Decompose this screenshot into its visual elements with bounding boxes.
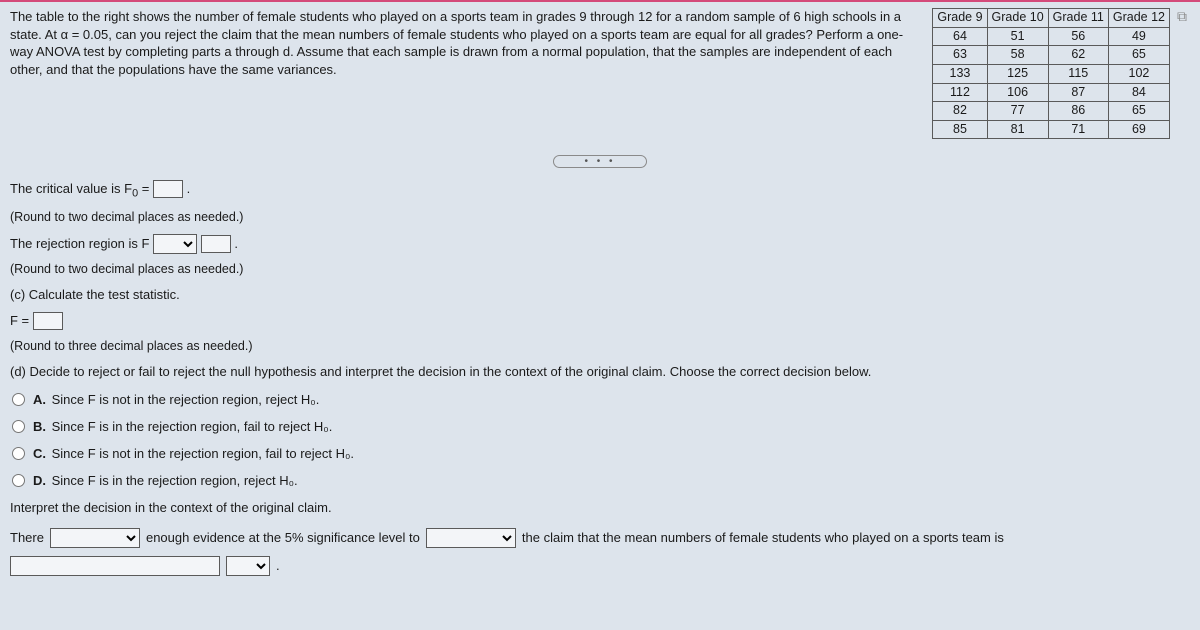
cell: 51 bbox=[987, 27, 1048, 46]
cell: 64 bbox=[933, 27, 987, 46]
text: the claim that the mean numbers of femal… bbox=[522, 527, 1004, 549]
choice-text: Since F is not in the rejection region, … bbox=[52, 446, 354, 461]
col-header: Grade 10 bbox=[987, 9, 1048, 28]
choice-label: B. Since F is in the rejection region, f… bbox=[33, 416, 332, 438]
choice-b-radio[interactable] bbox=[12, 420, 25, 433]
text: . bbox=[276, 555, 280, 577]
col-header: Grade 11 bbox=[1048, 9, 1108, 28]
choice-text: Since F is not in the rejection region, … bbox=[52, 392, 320, 407]
cell: 58 bbox=[987, 46, 1048, 65]
claim-tail-input[interactable] bbox=[10, 556, 220, 576]
cell: 71 bbox=[1048, 120, 1108, 139]
cell: 102 bbox=[1108, 64, 1169, 83]
table-row: 64515649 bbox=[933, 27, 1170, 46]
round-note: (Round to two decimal places as needed.) bbox=[10, 259, 1190, 280]
copy-icon[interactable]: ⧉ bbox=[1174, 8, 1190, 24]
text: = bbox=[138, 181, 153, 196]
cell: 85 bbox=[933, 120, 987, 139]
rejection-region-line: The rejection region is F . bbox=[10, 233, 1190, 255]
cell: 84 bbox=[1108, 83, 1169, 102]
f-stat-line: F = bbox=[10, 310, 1190, 332]
there-select[interactable] bbox=[50, 528, 140, 548]
cell: 81 bbox=[987, 120, 1048, 139]
part-d-label: (d) Decide to reject or fail to reject t… bbox=[10, 361, 1190, 383]
choice-label: C. Since F is not in the rejection regio… bbox=[33, 443, 354, 465]
cell: 112 bbox=[933, 83, 987, 102]
cell: 125 bbox=[987, 64, 1048, 83]
critical-value-line: The critical value is F0 = . bbox=[10, 178, 1190, 203]
choice-a-radio[interactable] bbox=[12, 393, 25, 406]
interpret-label: Interpret the decision in the context of… bbox=[10, 497, 1190, 519]
col-header: Grade 12 bbox=[1108, 9, 1169, 28]
text: enough evidence at the 5% significance l… bbox=[146, 527, 420, 549]
choice-c-radio[interactable] bbox=[12, 447, 25, 460]
choice-label: D. Since F is in the rejection region, r… bbox=[33, 470, 298, 492]
round-note: (Round to three decimal places as needed… bbox=[10, 336, 1190, 357]
cell: 87 bbox=[1048, 83, 1108, 102]
cell: 62 bbox=[1048, 46, 1108, 65]
cell: 106 bbox=[987, 83, 1048, 102]
claim-tail-select[interactable] bbox=[226, 556, 270, 576]
cell: 65 bbox=[1108, 102, 1169, 121]
text: F = bbox=[10, 313, 33, 328]
cell: 86 bbox=[1048, 102, 1108, 121]
table-row: 85817169 bbox=[933, 120, 1170, 139]
text: The rejection region is F bbox=[10, 236, 153, 251]
problem-prompt: The table to the right shows the number … bbox=[10, 8, 932, 78]
data-table: Grade 9 Grade 10 Grade 11 Grade 12 64515… bbox=[932, 8, 1170, 139]
critical-value-input[interactable] bbox=[153, 180, 183, 198]
rejection-comparator-select[interactable] bbox=[153, 234, 197, 254]
cell: 69 bbox=[1108, 120, 1169, 139]
cell: 65 bbox=[1108, 46, 1169, 65]
choice-text: Since F is in the rejection region, fail… bbox=[52, 419, 333, 434]
cell: 63 bbox=[933, 46, 987, 65]
table-row: 63586265 bbox=[933, 46, 1170, 65]
cell: 49 bbox=[1108, 27, 1169, 46]
table-row: 1121068784 bbox=[933, 83, 1170, 102]
table-row: 133125115102 bbox=[933, 64, 1170, 83]
choice-text: Since F is in the rejection region, reje… bbox=[52, 473, 298, 488]
rejection-value-input[interactable] bbox=[201, 235, 231, 253]
expand-dots-button[interactable]: • • • bbox=[553, 155, 646, 168]
table-row: 82778665 bbox=[933, 102, 1170, 121]
choice-d-radio[interactable] bbox=[12, 474, 25, 487]
f-stat-input[interactable] bbox=[33, 312, 63, 330]
cell: 77 bbox=[987, 102, 1048, 121]
text: . bbox=[187, 181, 191, 196]
cell: 115 bbox=[1048, 64, 1108, 83]
cell: 133 bbox=[933, 64, 987, 83]
choice-label: A. Since F is not in the rejection regio… bbox=[33, 389, 319, 411]
round-note: (Round to two decimal places as needed.) bbox=[10, 207, 1190, 228]
cell: 56 bbox=[1048, 27, 1108, 46]
text: The critical value is F bbox=[10, 181, 132, 196]
text: . bbox=[234, 236, 238, 251]
text: There bbox=[10, 527, 44, 549]
action-select[interactable] bbox=[426, 528, 516, 548]
col-header: Grade 9 bbox=[933, 9, 987, 28]
cell: 82 bbox=[933, 102, 987, 121]
part-c-label: (c) Calculate the test statistic. bbox=[10, 284, 1190, 306]
